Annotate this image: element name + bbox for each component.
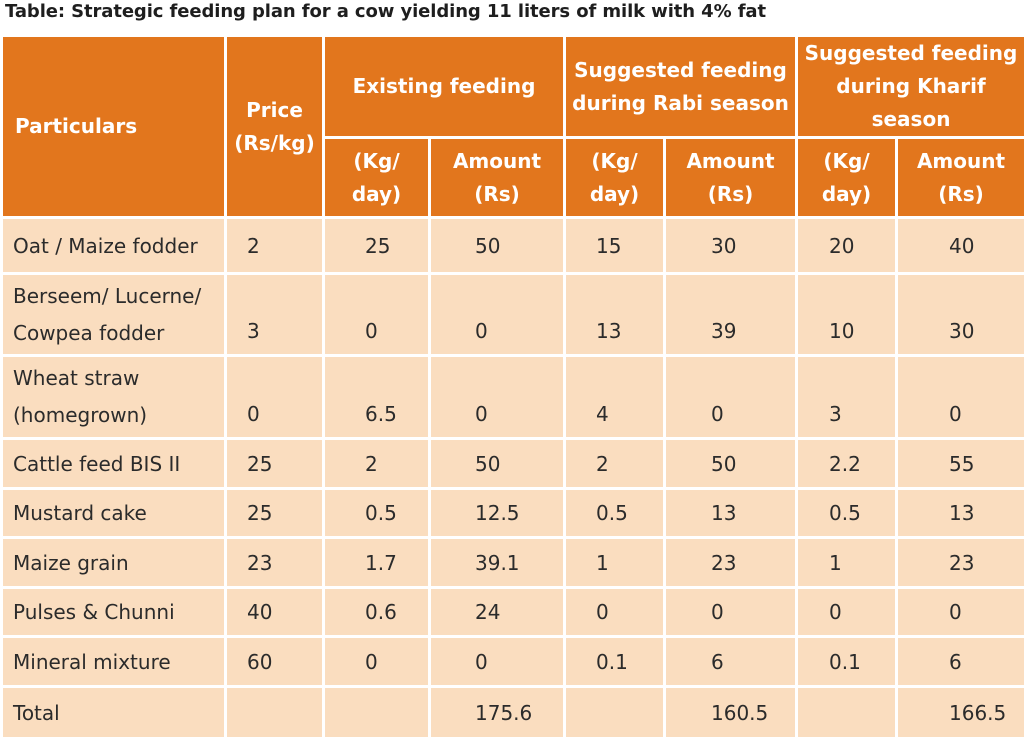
row-value: 166.5 <box>897 687 1024 739</box>
row-value: 60 <box>226 637 324 687</box>
row-value: 40 <box>897 218 1024 274</box>
row-value: 30 <box>897 274 1024 356</box>
row-value: 20 <box>797 218 897 274</box>
row-value: 25 <box>226 439 324 489</box>
row-value: 15 <box>565 218 665 274</box>
row-value: 0 <box>565 588 665 637</box>
row-value: 39.1 <box>430 538 565 588</box>
row-value: 0 <box>226 356 324 439</box>
row-particular: Cattle feed BIS II <box>2 439 226 489</box>
row-value: 0.6 <box>324 588 430 637</box>
row-value: 0 <box>897 356 1024 439</box>
row-value: 25 <box>324 218 430 274</box>
header-amount: Amount (Rs) <box>430 138 565 218</box>
row-value: 1 <box>797 538 897 588</box>
row-particular: Mustard cake <box>2 489 226 538</box>
feeding-plan-table: Particulars Price (Rs/kg) Existing feedi… <box>0 34 1024 740</box>
row-value: 6.5 <box>324 356 430 439</box>
header-amount: Amount (Rs) <box>897 138 1024 218</box>
row-value: 24 <box>430 588 565 637</box>
row-value: 0.5 <box>324 489 430 538</box>
row-value: 0.5 <box>797 489 897 538</box>
row-value: 25 <box>226 489 324 538</box>
row-value <box>565 687 665 739</box>
row-value: 0 <box>430 274 565 356</box>
row-value: 4 <box>565 356 665 439</box>
row-value: 0 <box>324 274 430 356</box>
row-value: 30 <box>665 218 797 274</box>
header-kg-day: (Kg/ day) <box>797 138 897 218</box>
row-value: 2 <box>565 439 665 489</box>
row-particular: Mineral mixture <box>2 637 226 687</box>
header-particulars: Particulars <box>2 36 226 218</box>
row-value: 2 <box>226 218 324 274</box>
header-rabi-feeding: Suggested feeding during Rabi season <box>565 36 797 138</box>
row-value: 13 <box>897 489 1024 538</box>
row-particular: Oat / Maize fodder <box>2 218 226 274</box>
row-value: 0.1 <box>797 637 897 687</box>
row-value: 160.5 <box>665 687 797 739</box>
row-particular: Total <box>2 687 226 739</box>
row-particular: Berseem/ Lucerne/ Cowpea fodder <box>2 274 226 356</box>
row-value: 40 <box>226 588 324 637</box>
row-value <box>226 687 324 739</box>
row-value: 23 <box>226 538 324 588</box>
row-value: 0 <box>897 588 1024 637</box>
row-value: 0.5 <box>565 489 665 538</box>
row-value: 6 <box>897 637 1024 687</box>
row-value: 0 <box>324 637 430 687</box>
table-title: Table: Strategic feeding plan for a cow … <box>5 1 766 22</box>
row-value: 50 <box>430 218 565 274</box>
header-kg-day: (Kg/ day) <box>324 138 430 218</box>
row-value: 0 <box>430 356 565 439</box>
row-value: 175.6 <box>430 687 565 739</box>
row-value: 2.2 <box>797 439 897 489</box>
row-value: 0 <box>430 637 565 687</box>
row-value: 3 <box>797 356 897 439</box>
row-particular: Pulses & Chunni <box>2 588 226 637</box>
table-row: Total 175.6 160.5 166.5 <box>2 687 1024 739</box>
row-value <box>324 687 430 739</box>
row-particular: Wheat straw (homegrown) <box>2 356 226 439</box>
row-value: 0 <box>665 356 797 439</box>
row-value: 12.5 <box>430 489 565 538</box>
header-kg-day: (Kg/ day) <box>565 138 665 218</box>
row-value: 2 <box>324 439 430 489</box>
row-value: 1 <box>565 538 665 588</box>
row-value: 3 <box>226 274 324 356</box>
row-value: 13 <box>665 489 797 538</box>
row-particular: Maize grain <box>2 538 226 588</box>
header-existing-feeding: Existing feeding <box>324 36 565 138</box>
row-value: 13 <box>565 274 665 356</box>
header-kharif-feeding: Suggested feeding during Kharif season <box>797 36 1024 138</box>
row-value <box>797 687 897 739</box>
row-value: 10 <box>797 274 897 356</box>
row-value: 6 <box>665 637 797 687</box>
row-value: 39 <box>665 274 797 356</box>
row-value: 0.1 <box>565 637 665 687</box>
header-price: Price (Rs/kg) <box>226 36 324 218</box>
header-amount: Amount (Rs) <box>665 138 797 218</box>
row-value: 0 <box>665 588 797 637</box>
row-value: 0 <box>797 588 897 637</box>
row-value: 23 <box>897 538 1024 588</box>
row-value: 50 <box>430 439 565 489</box>
row-value: 23 <box>665 538 797 588</box>
row-value: 55 <box>897 439 1024 489</box>
row-value: 50 <box>665 439 797 489</box>
row-value: 1.7 <box>324 538 430 588</box>
